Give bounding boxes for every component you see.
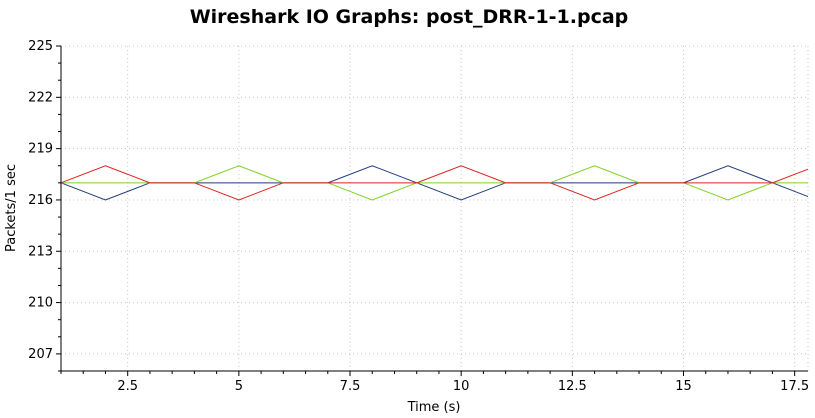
axis-layer bbox=[60, 46, 808, 372]
y-tick-label: 213 bbox=[28, 244, 53, 259]
series-layer bbox=[60, 165, 809, 201]
x-tick-label: 5 bbox=[235, 379, 243, 394]
y-axis-label: Packets/1 sec bbox=[4, 164, 19, 252]
y-tick-label: 222 bbox=[28, 90, 53, 105]
y-tick-label: 216 bbox=[28, 193, 53, 208]
x-tick-label: 17.5 bbox=[780, 379, 809, 394]
ticks-layer: 207 210 213 216 219 222 225 2.5 5 7.5 10 12.5 15 17.5 bbox=[28, 39, 809, 394]
x-tick-label: 12.5 bbox=[558, 379, 587, 394]
grid-layer bbox=[61, 45, 809, 371]
series-line-3 bbox=[60, 165, 809, 201]
chart-title: Wireshark IO Graphs: post_DRR-1-1.pcap bbox=[190, 6, 629, 28]
x-tick-label: 10 bbox=[453, 379, 470, 394]
x-tick-label: 7.5 bbox=[340, 379, 361, 394]
y-tick-label: 219 bbox=[28, 142, 53, 157]
y-tick-label: 210 bbox=[28, 296, 53, 311]
y-tick-label: 207 bbox=[28, 347, 53, 362]
x-axis-label: Time (s) bbox=[407, 400, 461, 415]
x-tick-label: 15 bbox=[675, 379, 692, 394]
y-tick-label: 225 bbox=[28, 39, 53, 54]
x-tick-label: 2.5 bbox=[117, 379, 138, 394]
